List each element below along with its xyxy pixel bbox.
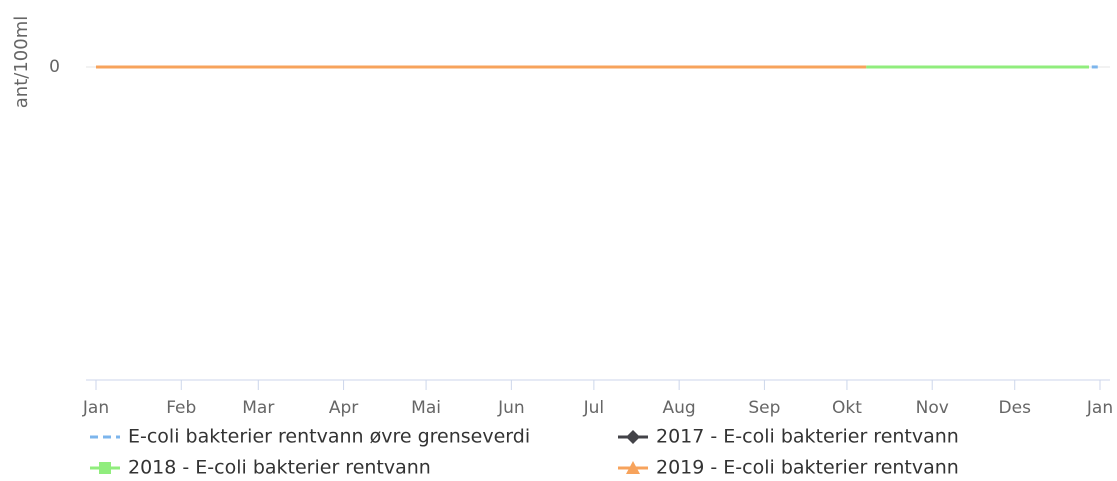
- legend-label: E-coli bakterier rentvann øvre grensever…: [128, 426, 530, 448]
- x-tick-label: Jul: [583, 398, 605, 418]
- x-tick-label: Okt: [832, 398, 862, 418]
- x-tick-label: Jan: [82, 398, 109, 418]
- x-tick-label: Mar: [242, 398, 274, 418]
- legend-label: 2018 - E-coli bakterier rentvann: [128, 457, 431, 479]
- x-tick-label: Feb: [166, 398, 196, 418]
- legend-marker: [99, 462, 111, 474]
- legend-label: 2019 - E-coli bakterier rentvann: [656, 457, 959, 479]
- x-tick-label: Nov: [916, 398, 949, 418]
- legend-marker: [626, 430, 640, 444]
- y-axis-label: ant/100ml: [11, 16, 32, 108]
- x-tick-label: Des: [999, 398, 1032, 418]
- y-tick-label: 0: [49, 57, 60, 77]
- x-tick-label: Jun: [497, 398, 525, 418]
- x-tick-label: Mai: [411, 398, 441, 418]
- x-tick-label: Sep: [748, 398, 780, 418]
- x-tick-label: Apr: [329, 398, 358, 418]
- legend-label: 2017 - E-coli bakterier rentvann: [656, 426, 959, 448]
- legend-marker: [626, 461, 640, 474]
- x-tick-label: Aug: [663, 398, 696, 418]
- x-tick-label: Jan: [1086, 398, 1113, 418]
